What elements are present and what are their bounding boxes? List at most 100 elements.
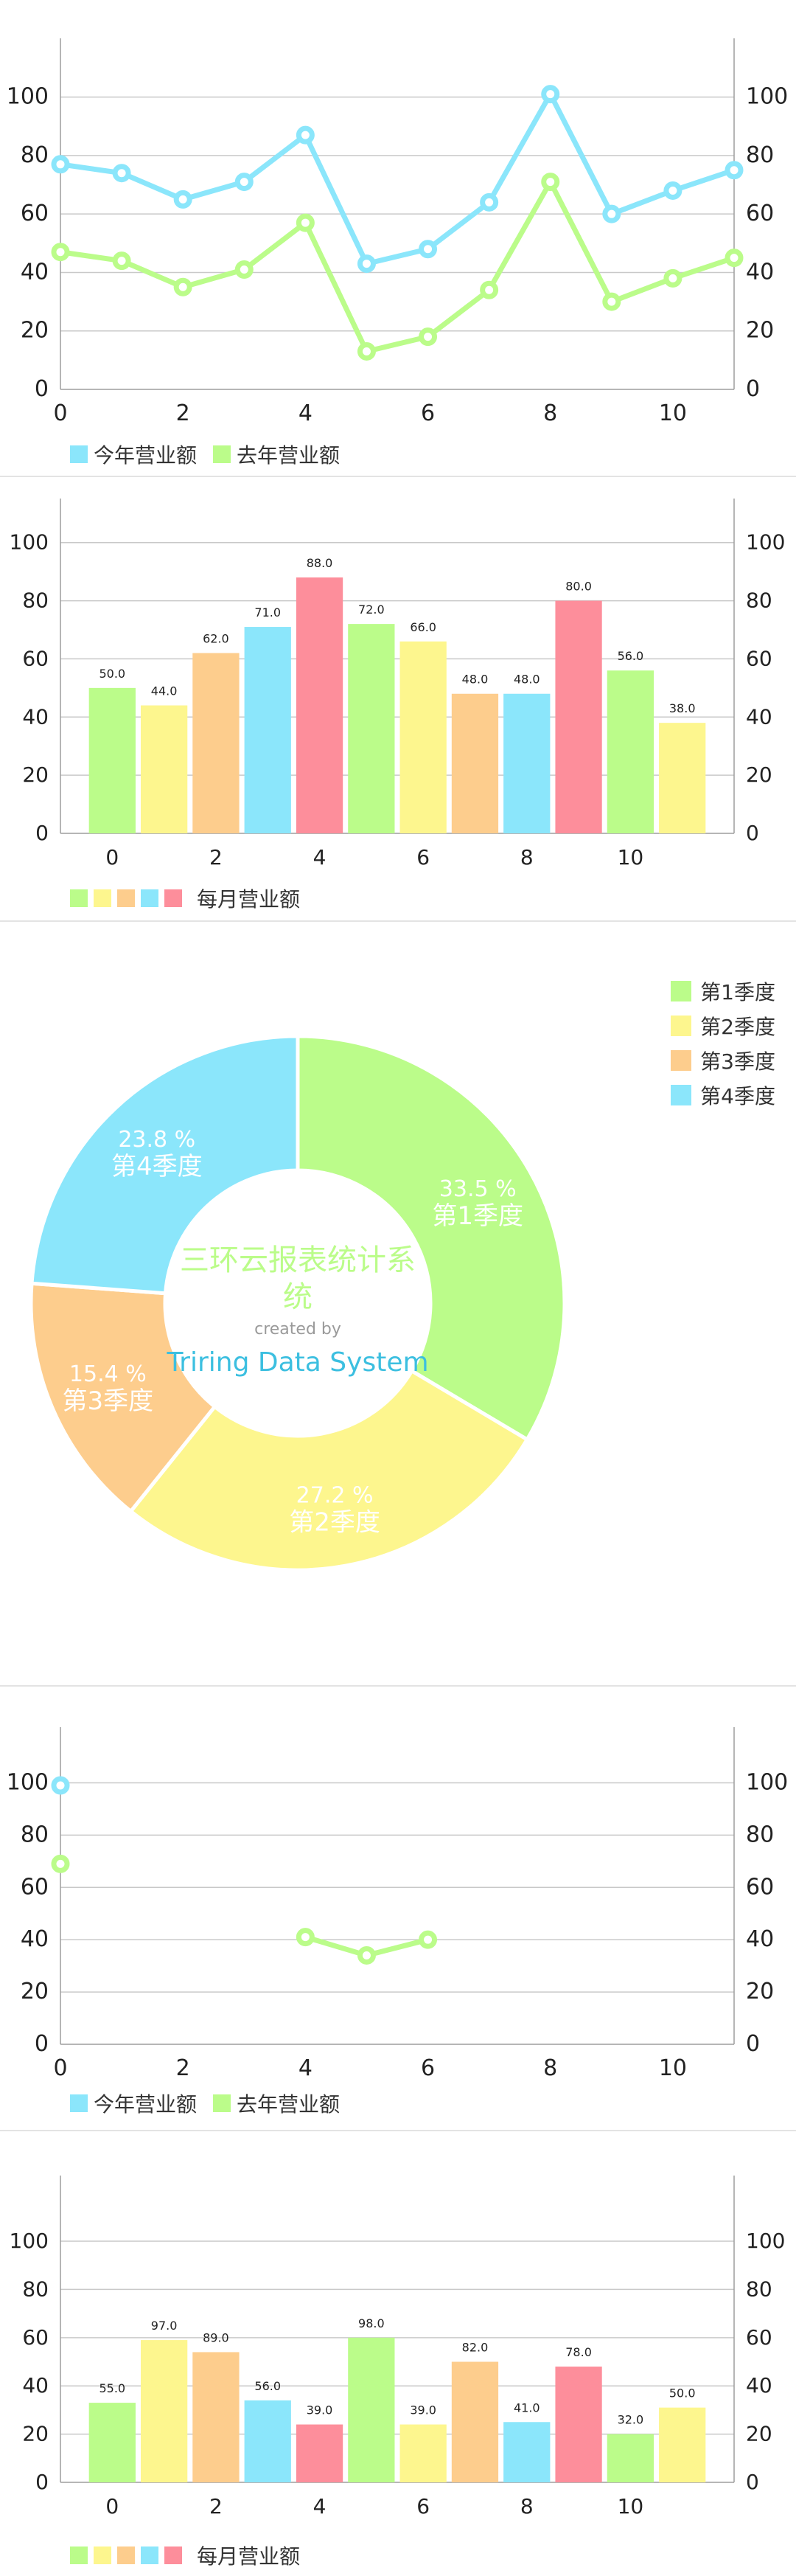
data-point (663, 268, 682, 288)
y-tick-label-right: 100 (746, 84, 788, 110)
legend-swatch-orange (117, 889, 135, 907)
legend-label-q2: 第2季度 (700, 1014, 775, 1039)
series-line-segment (57, 249, 125, 264)
bar-value-label: 72.0 (358, 603, 385, 617)
y-tick-label-left: 60 (22, 2325, 49, 2350)
inner-hole (183, 1188, 413, 1418)
bar-value-label: 62.0 (203, 632, 229, 646)
legend-label-last-year: 去年营业额 (237, 2092, 341, 2117)
series-line-segment (609, 275, 676, 305)
bar-chart-panel-2: 0 0 20 20 40 40 60 60 80 80 100 100 0 2 4 6 8 10 55.0 97.0 8… (0, 2131, 796, 2576)
slice-name-label: 第3季度 (63, 1386, 154, 1416)
data-point (51, 1776, 70, 1795)
bar-chart-1-legend[interactable]: 每月营业额 (70, 883, 316, 913)
series-line-segment (241, 132, 308, 185)
data-point (51, 155, 70, 174)
bar-value-label: 56.0 (618, 649, 644, 663)
series-line-segment (548, 179, 615, 305)
series-line-segment (670, 255, 737, 281)
legend-label-q1: 第1季度 (700, 979, 775, 1004)
x-tick-label: 10 (618, 845, 644, 869)
y-tick-label-left: 40 (22, 704, 49, 729)
bar-value-label: 56.0 (254, 2379, 281, 2393)
y-tick-label-right: 60 (746, 2325, 772, 2350)
line-chart-2-legend[interactable]: 今年营业额 去年营业额 (70, 2089, 356, 2118)
y-tick-label-right: 60 (746, 1874, 774, 1900)
bar-value-label: 89.0 (203, 2330, 229, 2344)
legend-item-q4[interactable]: 第4季度 (671, 1077, 775, 1112)
bar-chart-2: 0 0 20 20 40 40 60 60 80 80 100 100 0 2 4 6 8 10 55.0 97.0 8… (10, 2176, 785, 2518)
legend-swatch-yellow (94, 2547, 111, 2564)
divider (0, 920, 796, 922)
data-point (173, 190, 192, 209)
data-point (112, 164, 131, 183)
center-title-line: 三环云报表统计系 (180, 1243, 416, 1277)
x-tick-label: 0 (105, 2494, 119, 2518)
legend-swatch-this-year (70, 2094, 88, 2112)
x-tick-label: 2 (209, 2494, 223, 2518)
y-tick-label-right: 20 (746, 1979, 774, 2004)
x-tick-label: 10 (659, 400, 687, 426)
bar-value-label: 82.0 (462, 2341, 489, 2355)
bar (244, 2400, 291, 2482)
legend-item-q3[interactable]: 第3季度 (671, 1043, 775, 1077)
data-point (725, 161, 744, 180)
bar (659, 723, 706, 833)
series-line-segment (180, 179, 247, 202)
legend-item-q2[interactable]: 第2季度 (671, 1008, 775, 1043)
donut-slice (128, 1368, 530, 1572)
legend-swatch-blue (141, 2547, 158, 2564)
legend-label-monthly: 每月营业额 (197, 887, 301, 912)
y-tick-label-left: 0 (35, 376, 49, 402)
slice-percent-label: 23.8 % (118, 1127, 195, 1153)
legend-item-q1[interactable]: 第1季度 (671, 973, 775, 1008)
line-chart-panel-1: 0 0 20 20 40 40 60 60 80 80 100 100 0 2 4 6 8 10 今年营业额 去年… (0, 0, 796, 479)
divider (0, 1685, 796, 1687)
series-line-segment (119, 258, 186, 290)
data-point (419, 240, 438, 259)
x-tick-label: 8 (543, 400, 557, 426)
x-tick-label: 0 (53, 2055, 67, 2081)
bar-value-label: 32.0 (618, 2413, 644, 2427)
line-chart-panel-2: 0 0 20 20 40 40 60 60 80 80 100 100 0 2 4 6 8 10 今年营业额 去年… (0, 1689, 796, 2131)
bar (503, 693, 551, 833)
legend-swatch-q4 (671, 1084, 692, 1105)
bar-chart-2-legend[interactable]: 每月营业额 (70, 2541, 316, 2570)
bar-value-label: 48.0 (462, 673, 489, 687)
donut-slice (29, 1034, 300, 1296)
legend-label-last-year: 去年营业额 (237, 443, 341, 468)
bar (348, 2337, 395, 2482)
x-tick-label: 0 (105, 845, 119, 869)
series-line-segment (548, 91, 615, 217)
bar (192, 653, 240, 833)
line-chart-1-legend[interactable]: 今年营业额 去年营业额 (70, 440, 356, 469)
data-point (51, 243, 70, 262)
y-tick-label-left: 0 (35, 821, 49, 845)
bar (607, 2434, 654, 2482)
donut-slice (29, 1281, 217, 1514)
slice-percent-label: 15.4 % (69, 1361, 147, 1387)
data-point (480, 280, 499, 299)
series-line-segment (670, 167, 737, 193)
x-tick-label: 2 (209, 845, 223, 869)
slice-percent-label: 33.5 % (439, 1176, 517, 1202)
y-tick-label-right: 100 (746, 530, 785, 555)
data-point (602, 204, 621, 223)
legend-swatch-q1 (671, 980, 692, 1001)
bar-value-label: 88.0 (307, 556, 333, 570)
center-created-by: created by (254, 1320, 341, 1339)
x-tick-label: 4 (298, 2055, 313, 2081)
series-line-segment (486, 91, 554, 205)
bar (296, 577, 343, 833)
donut-chart-legend[interactable]: 第1季度 第2季度 第3季度 第4季度 (671, 973, 775, 1112)
bar (451, 693, 499, 833)
y-tick-label-right: 20 (746, 318, 774, 344)
bar-value-label: 38.0 (669, 701, 696, 715)
y-tick-label-left: 20 (21, 1979, 49, 2004)
x-tick-label: 4 (313, 2494, 327, 2518)
legend-swatch-q2 (671, 1015, 692, 1036)
bar (399, 2424, 447, 2482)
y-tick-label-right: 100 (746, 1769, 788, 1795)
x-tick-label: 6 (416, 845, 430, 869)
legend-swatch-pink (164, 2547, 182, 2564)
